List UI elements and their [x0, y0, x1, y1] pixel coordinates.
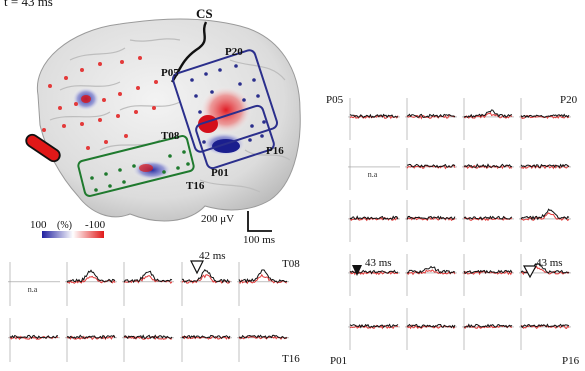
waveform-trace [463, 109, 513, 119]
waveform-trace [181, 269, 231, 284]
waveform-trace [66, 275, 116, 284]
colorbar-unit: (%) [57, 220, 72, 231]
colorbar: 100 (%) -100 [30, 219, 106, 238]
electrode-grid-t [77, 135, 195, 197]
waveform-trace [463, 112, 513, 119]
waveform-trace [406, 113, 456, 118]
waveform-trace [66, 269, 116, 283]
time-label: t = 43 ms [4, 0, 53, 9]
na-label: n.a [368, 170, 378, 179]
left-label-t08: T08 [282, 258, 300, 270]
waveform-trace [349, 113, 399, 119]
waveform-trace [406, 265, 456, 275]
panel-axes [405, 98, 457, 140]
panel-axes [462, 98, 514, 140]
panel-axes [348, 308, 400, 350]
electrode-grid-p [171, 49, 279, 170]
scalebar-voltage: 200 μV [201, 213, 234, 225]
panel-axes [8, 262, 60, 306]
panel-axes [122, 318, 174, 362]
waveform-trace [123, 270, 173, 284]
left-trace-grid: n.a [8, 262, 289, 362]
panel-axes [462, 254, 514, 296]
waveform-trace [123, 335, 173, 340]
arrow-filled [352, 265, 362, 276]
waveform-trace [181, 274, 231, 284]
waveform-trace [238, 273, 288, 285]
label-p01: P01 [211, 167, 229, 179]
electrode-dots-red [42, 56, 158, 150]
waveform-trace [463, 323, 513, 329]
right-trace-grid: n.a [348, 98, 571, 350]
arrow-open [522, 265, 538, 279]
waveform-trace [406, 215, 456, 220]
panel-axes [180, 262, 232, 306]
left-annot: 42 ms [199, 250, 226, 262]
waveform-trace [520, 208, 570, 221]
arrow-open-left [190, 260, 204, 275]
waveform-trace [520, 113, 570, 119]
panel-axes [462, 308, 514, 350]
panel-axes [405, 148, 457, 190]
waveform-trace [406, 114, 456, 120]
right-annot-1: 43 ms [365, 257, 392, 269]
waveform-trace [406, 269, 456, 276]
waveform-trace [238, 334, 288, 340]
cs-label: CS [196, 6, 213, 21]
right-label-p20: P20 [560, 94, 578, 106]
panel-axes [65, 262, 117, 306]
waveform-trace [520, 212, 570, 222]
panel-axes [519, 200, 571, 242]
waveform-trace [349, 323, 399, 329]
waveform-trace [463, 215, 513, 221]
label-t16: T16 [186, 180, 205, 192]
panel-axes [519, 308, 571, 350]
panel-axes [348, 200, 400, 242]
waveform-trace [406, 323, 456, 329]
waveform-trace [9, 334, 58, 340]
right-label-p16: P16 [562, 355, 580, 367]
panel-axes [348, 98, 400, 140]
panel-axes [8, 318, 60, 362]
waveform-trace [520, 163, 570, 169]
waveform-trace [463, 163, 513, 169]
waveform-trace [123, 334, 173, 340]
panel-axes [405, 200, 457, 242]
waveform-trace [349, 215, 399, 221]
waveform-trace [66, 334, 116, 340]
colorbar-right: -100 [85, 219, 106, 231]
label-p05: P05 [161, 67, 179, 79]
waveform-trace [520, 323, 570, 329]
panel-axes [405, 308, 457, 350]
stim-electrode [25, 133, 61, 163]
panel-axes [462, 148, 514, 190]
right-label-p05: P05 [326, 94, 344, 106]
left-label-t16: T16 [282, 353, 300, 365]
waveform-trace [520, 164, 570, 170]
waveform-trace [349, 324, 399, 330]
waveform-trace [238, 269, 288, 284]
brain-surface [36, 18, 301, 222]
scalebar: 200 μV 100 ms [201, 211, 275, 246]
label-p16: P16 [266, 145, 284, 157]
colorbar-gradient [42, 231, 104, 238]
colorbar-left: 100 [30, 219, 47, 231]
waveform-trace [407, 163, 456, 168]
panel-axes [122, 262, 174, 306]
brain-illustration: CS [25, 6, 301, 222]
waveform-trace [181, 334, 231, 339]
na-label: n.a [28, 285, 38, 294]
central-sulcus [171, 21, 208, 83]
right-annot-2: 43 ms [536, 257, 563, 269]
right-label-p01: P01 [330, 355, 347, 367]
panel-axes [180, 318, 232, 362]
scalebar-time: 100 ms [243, 234, 275, 246]
label-p20: P20 [225, 46, 243, 58]
waveform-trace [463, 269, 513, 275]
label-t08: T08 [161, 130, 180, 142]
waveform-trace [463, 216, 513, 222]
panel-axes [65, 318, 117, 362]
panel-axes [348, 148, 400, 190]
